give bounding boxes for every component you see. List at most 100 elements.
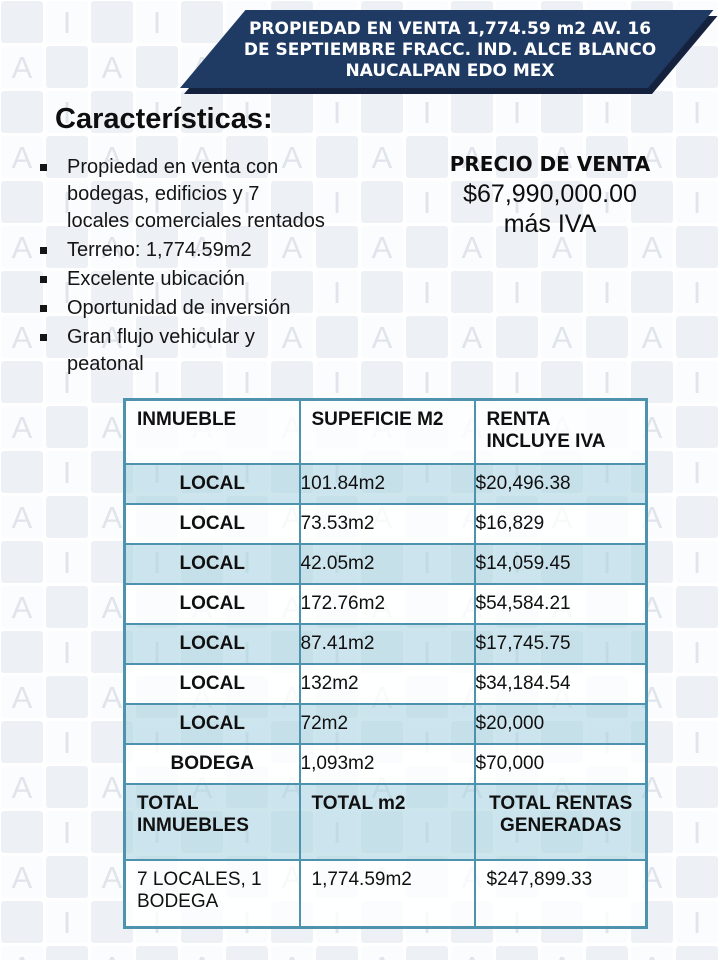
watermark-tile: I	[46, 631, 88, 673]
table-cell: 172.76m2	[298, 582, 476, 625]
watermark-tile: I	[46, 811, 88, 853]
bullet-square-icon	[40, 334, 47, 341]
watermark-tile: I	[406, 181, 448, 223]
watermark-tile: A	[91, 136, 133, 178]
table-row: LOCAL 87.41m2 $17,745.75	[123, 622, 648, 665]
watermark-letter-icon: I	[62, 634, 72, 670]
watermark-letter-icon: I	[332, 364, 342, 400]
watermark-tile: A	[181, 946, 223, 960]
watermark-letter-icon: A	[372, 952, 393, 960]
feature-item: Excelente ubicación	[36, 266, 326, 293]
watermark-tile	[541, 271, 583, 313]
watermark-letter-icon: A	[281, 229, 303, 265]
watermark-tile	[46, 136, 88, 178]
watermark-tile: A	[631, 946, 673, 960]
watermark-tile: A	[91, 946, 133, 960]
watermark-letter-icon: I	[692, 724, 702, 760]
watermark-tile	[406, 946, 448, 960]
watermark-tile: A	[271, 316, 313, 358]
feature-item: Terreno: 1,774.59m2	[36, 237, 326, 264]
watermark-tile: I	[46, 1, 88, 43]
watermark-tile: I	[676, 91, 718, 133]
watermark-letter-icon: I	[62, 724, 72, 760]
watermark-tile	[541, 91, 583, 133]
watermark-letter-icon: A	[551, 319, 573, 355]
watermark-tile	[271, 91, 313, 133]
watermark-letter-icon: A	[11, 409, 33, 445]
watermark-tile: A	[181, 316, 223, 358]
watermark-tile: I	[496, 91, 538, 133]
table-cell: BODEGA	[123, 742, 301, 785]
watermark-tile	[271, 271, 313, 313]
table-cell: $16,829	[473, 502, 648, 545]
watermark-letter-icon: A	[101, 679, 123, 715]
watermark-tile	[676, 136, 718, 178]
watermark-letter-icon: I	[692, 364, 702, 400]
table-cell: LOCAL	[123, 542, 301, 585]
watermark-tile: I	[46, 181, 88, 223]
watermark-tile	[676, 946, 718, 960]
watermark-tile: I	[46, 271, 88, 313]
watermark-tile: A	[451, 226, 493, 268]
watermark-tile: I	[676, 541, 718, 583]
watermark-letter-icon: I	[602, 364, 612, 400]
watermark-tile	[46, 46, 88, 88]
watermark-letter-icon: I	[62, 94, 72, 130]
watermark-letter-icon: A	[551, 229, 573, 265]
table-totals-row: 7 LOCALES, 1 BODEGA 1,774.59m2 $247,899.33	[123, 858, 648, 929]
watermark-tile	[1, 451, 43, 493]
watermark-tile	[541, 361, 583, 403]
watermark-tile: A	[91, 226, 133, 268]
watermark-tile	[91, 1, 133, 43]
watermark-tile: A	[181, 136, 223, 178]
table-header-cell: SUPEFICIE M2	[298, 398, 476, 465]
watermark-tile	[91, 361, 133, 403]
table-cell: $17,745.75	[473, 622, 648, 665]
bullet-square-icon	[40, 305, 47, 312]
feature-text: Propiedad en venta con bodegas, edificio…	[67, 156, 325, 232]
watermark-letter-icon: I	[152, 184, 162, 220]
watermark-tile	[316, 136, 358, 178]
watermark-letter-icon: A	[101, 139, 123, 175]
watermark-letter-icon: A	[101, 229, 123, 265]
watermark-letter-icon: I	[602, 184, 612, 220]
watermark-tile	[136, 136, 178, 178]
watermark-tile: I	[586, 181, 628, 223]
watermark-tile: I	[46, 91, 88, 133]
watermark-tile	[181, 181, 223, 223]
table-row: LOCAL 172.76m2 $54,584.21	[123, 582, 648, 625]
watermark-tile: A	[1, 856, 43, 898]
watermark-tile	[676, 856, 718, 898]
watermark-tile: I	[676, 901, 718, 943]
watermark-tile: A	[631, 136, 673, 178]
watermark-tile: I	[406, 361, 448, 403]
watermark-tile: I	[676, 181, 718, 223]
watermark-tile	[406, 226, 448, 268]
watermark-tile	[586, 136, 628, 178]
watermark-letter-icon: I	[512, 184, 522, 220]
watermark-tile	[676, 766, 718, 808]
watermark-tile	[136, 226, 178, 268]
watermark-tile	[496, 226, 538, 268]
watermark-tile: A	[451, 136, 493, 178]
watermark-letter-icon: I	[512, 274, 522, 310]
watermark-tile	[676, 226, 718, 268]
watermark-tile: A	[1, 586, 43, 628]
watermark-tile	[406, 136, 448, 178]
watermark-tile: I	[496, 271, 538, 313]
watermark-tile: I	[406, 91, 448, 133]
watermark-letter-icon: I	[62, 184, 72, 220]
watermark-tile	[361, 361, 403, 403]
table-cell: LOCAL	[123, 702, 301, 745]
watermark-tile: A	[91, 46, 133, 88]
watermark-tile: I	[316, 271, 358, 313]
watermark-tile: I	[676, 631, 718, 673]
price-label: PRECIO DE VENTA	[449, 152, 651, 176]
watermark-tile	[1, 271, 43, 313]
watermark-tile: I	[46, 361, 88, 403]
watermark-tile	[586, 226, 628, 268]
watermark-letter-icon: I	[62, 814, 72, 850]
watermark-tile	[46, 496, 88, 538]
totals-header-cell: TOTAL m2	[298, 782, 476, 861]
watermark-letter-icon: I	[62, 274, 72, 310]
